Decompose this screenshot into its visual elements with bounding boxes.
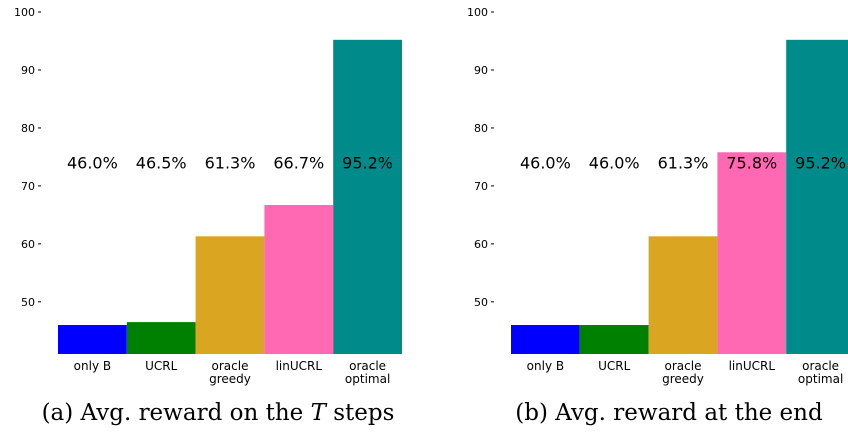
bar (264, 205, 334, 354)
bar (195, 236, 265, 354)
data-label: 46.0% (67, 154, 118, 173)
y-tick-label: 100 (14, 6, 35, 19)
data-label: 95.2% (795, 154, 846, 173)
data-label: 46.5% (136, 154, 187, 173)
bar (717, 152, 787, 354)
x-tick-label: greedy (662, 372, 704, 386)
caption-a-var: T (310, 400, 326, 426)
data-label: 75.8% (726, 154, 777, 173)
bar (511, 325, 580, 354)
x-tick-label: only B (74, 359, 111, 373)
x-tick-label: oracle (665, 359, 702, 373)
y-tick-label: 60 (474, 238, 488, 251)
data-label: 46.0% (589, 154, 640, 173)
caption-b: (b) Avg. reward at the end (457, 400, 848, 426)
y-tick-label: 70 (474, 180, 488, 193)
x-tick-label: linUCRL (276, 359, 323, 373)
caption-a-prefix: (a) Avg. reward on the (41, 400, 311, 426)
x-tick-label: optimal (798, 372, 843, 386)
x-tick-label: oracle (212, 359, 249, 373)
x-tick-label: UCRL (145, 359, 178, 373)
bar (648, 236, 718, 354)
data-label: 46.0% (520, 154, 571, 173)
y-tick-label: 90 (21, 64, 35, 77)
x-tick-label: only B (527, 359, 564, 373)
x-tick-label: UCRL (598, 359, 631, 373)
bar (126, 322, 196, 354)
x-tick-label: greedy (209, 372, 251, 386)
data-label: 61.3% (205, 154, 256, 173)
bar (579, 325, 649, 354)
caption-a: (a) Avg. reward on the T steps (6, 400, 430, 426)
x-tick-label: optimal (345, 372, 390, 386)
x-tick-label: oracle (802, 359, 839, 373)
y-tick-label: 60 (21, 238, 35, 251)
y-tick-label: 70 (21, 180, 35, 193)
x-tick-label: oracle (349, 359, 386, 373)
y-tick-label: 100 (467, 6, 488, 19)
bar (58, 325, 127, 354)
y-tick-label: 80 (21, 122, 35, 135)
y-tick-label: 80 (474, 122, 488, 135)
caption-b-prefix: (b) Avg. reward at the end (515, 400, 823, 426)
y-tick-label: 50 (474, 296, 488, 309)
y-tick-label: 90 (474, 64, 488, 77)
caption-a-suffix: steps (325, 400, 395, 426)
data-label: 66.7% (273, 154, 324, 173)
x-tick-label: linUCRL (729, 359, 776, 373)
bar (786, 39, 848, 354)
bar (333, 39, 402, 354)
data-label: 95.2% (342, 154, 393, 173)
data-label: 61.3% (658, 154, 709, 173)
y-tick-label: 50 (21, 296, 35, 309)
